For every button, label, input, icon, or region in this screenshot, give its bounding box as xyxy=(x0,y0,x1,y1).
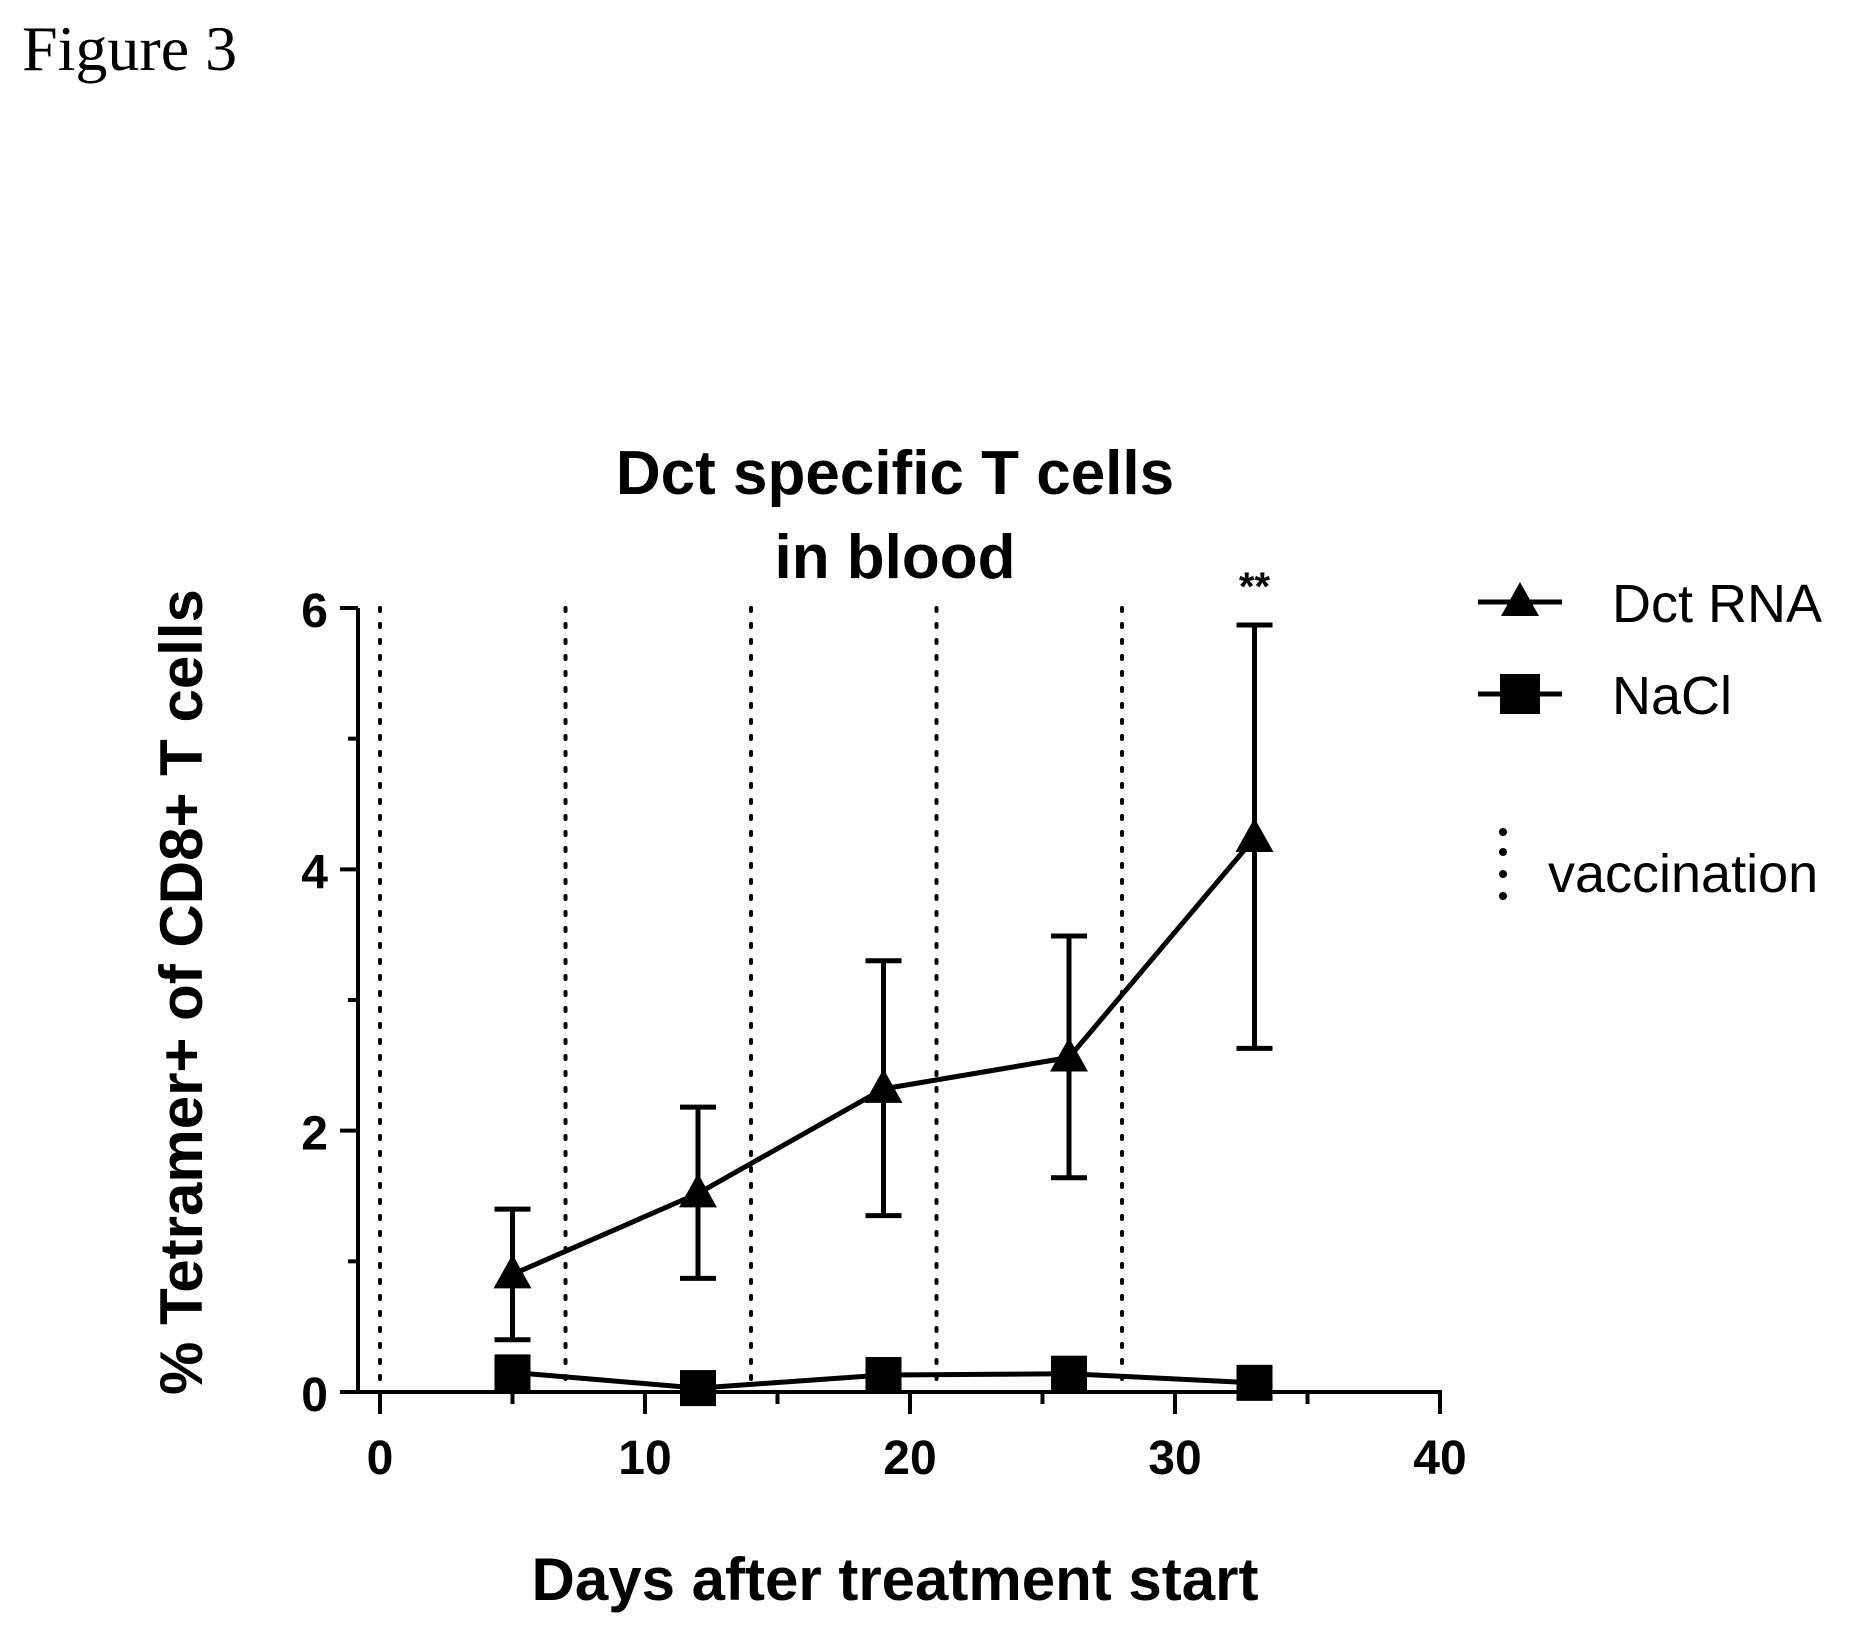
chart-title-line2: in blood xyxy=(774,523,1015,592)
legend-label: Dct RNA xyxy=(1612,574,1822,634)
y-tick-label: 6 xyxy=(301,585,328,638)
square-marker xyxy=(865,1357,902,1394)
triangle-marker xyxy=(679,1173,717,1208)
x-tick-label: 30 xyxy=(1148,1432,1201,1485)
legend-triangle-marker xyxy=(1501,582,1539,616)
square-marker xyxy=(494,1354,531,1391)
y-axis-label: % Tetramer+ of CD8+ T cells xyxy=(148,589,215,1395)
triangle-marker xyxy=(864,1068,903,1103)
x-tick-label: 0 xyxy=(367,1432,394,1485)
legend-dotted-marker xyxy=(1499,828,1507,836)
legend-label: vaccination xyxy=(1548,844,1818,904)
triangle-marker xyxy=(493,1254,532,1289)
legend: Dct RNA NaCl vaccination xyxy=(1478,574,1822,904)
legend-dotted-marker xyxy=(1499,870,1507,878)
triangle-marker xyxy=(1050,1037,1088,1072)
triangle-marker xyxy=(1235,817,1274,852)
chart-title-line1: Dct specific T cells xyxy=(616,439,1174,508)
y-tick-label: 2 xyxy=(301,1108,328,1161)
x-axis-label: Days after treatment start xyxy=(532,1546,1259,1613)
significance-annotation: ** xyxy=(1239,565,1271,609)
y-tick-label: 4 xyxy=(301,846,328,899)
legend-label: NaCl xyxy=(1612,666,1732,726)
square-marker xyxy=(680,1370,716,1407)
x-tick-label: 40 xyxy=(1413,1432,1466,1485)
square-marker xyxy=(1236,1364,1273,1401)
legend-dotted-marker xyxy=(1499,892,1507,900)
y-tick-label: 0 xyxy=(301,1369,328,1422)
figure-label: Figure 3 xyxy=(22,13,238,84)
x-tick-label: 20 xyxy=(883,1432,936,1485)
legend-square-marker xyxy=(1500,674,1540,714)
square-marker xyxy=(1051,1355,1087,1392)
x-tick-label: 10 xyxy=(618,1432,671,1485)
plot-area: 0 2 4 6 0 10 20 30 40 ** xyxy=(301,565,1466,1485)
legend-dotted-marker xyxy=(1499,848,1507,856)
